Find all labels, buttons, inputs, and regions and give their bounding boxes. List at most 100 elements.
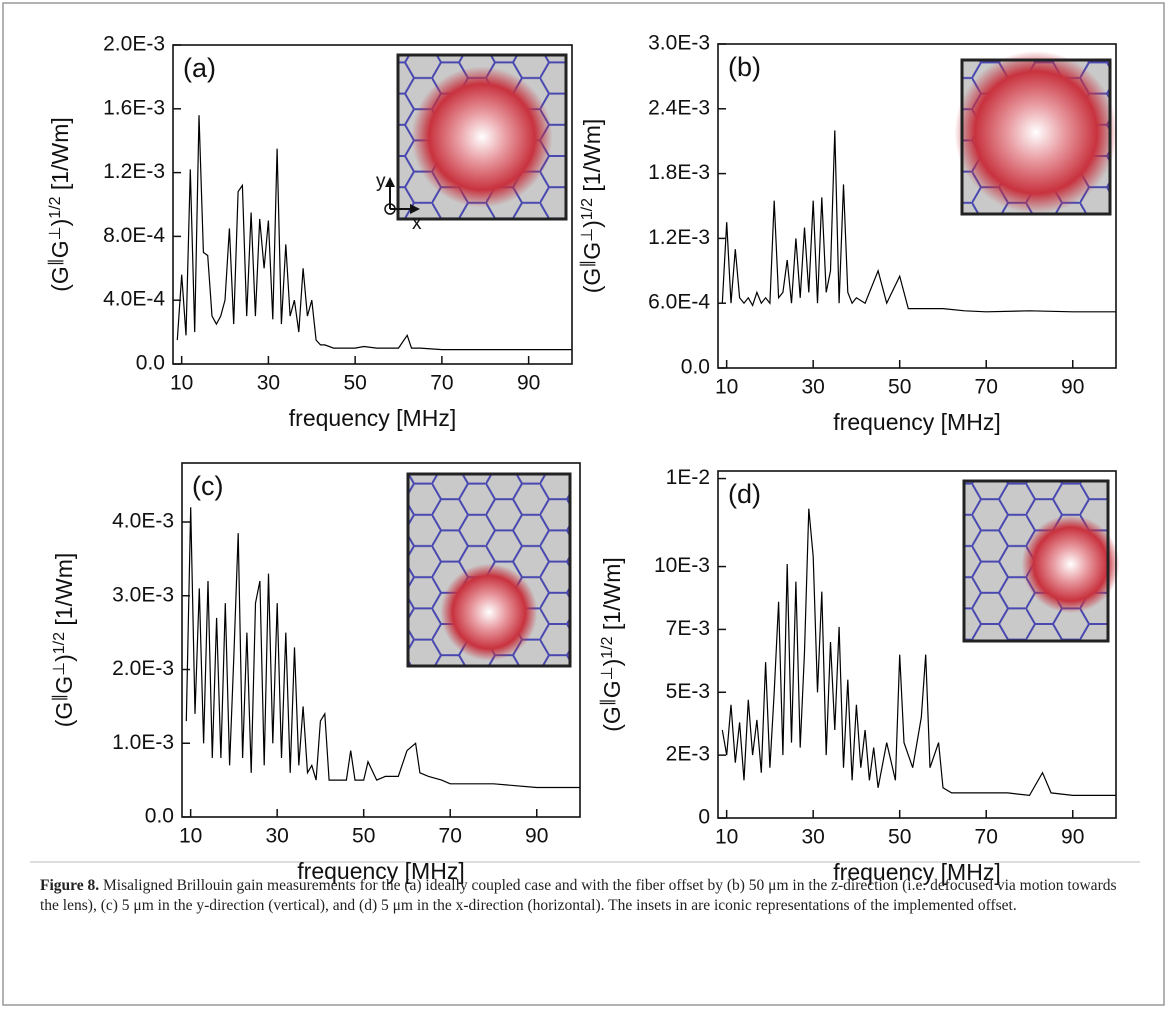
y-axis-label-part: ⊥ [47,226,64,240]
y-axis-label-part: ) [579,220,605,228]
y-axis-label-part: (G [579,268,605,294]
panel-label: (a) [183,53,216,83]
y-tick-label: 1.2E-3 [648,226,710,249]
inset: yx [376,53,568,234]
y-axis-label-part: ⊥ [579,228,596,242]
y-tick-label: 3.0E-3 [112,583,174,606]
y-tick-label: 2.4E-3 [648,96,710,119]
axis-icon-label: x [412,213,422,234]
x-tick-label: 10 [179,825,202,848]
plot-frame [717,43,1117,369]
panel-label: (d) [728,479,761,509]
y-tick-label: 2.0E-3 [112,657,174,680]
inset-spot [1021,515,1120,614]
x-tick-label: 70 [975,826,998,849]
x-tick-label: 30 [257,372,280,395]
data-line [176,115,572,351]
inset [954,50,1118,216]
y-axis-label-part: 1/2 [47,196,64,218]
y-axis-label-part: (G [599,706,625,732]
inset-frame [406,472,572,668]
y-axis-label-part: G [51,676,77,694]
x-tick-label: 70 [430,372,453,395]
data-line [721,508,1116,797]
y-axis-label-part: ∥ [47,258,64,266]
x-tick-label: 30 [265,825,288,848]
axis-icon-label: y [376,171,386,192]
y-axis-label-part: [1/Wm] [579,119,605,198]
x-tick-label: 90 [525,825,548,848]
axis-icon-x-head [410,204,420,214]
x-axis-label: frequency [MHz] [833,859,1000,885]
y-axis-label-part: [1/Wm] [599,557,625,636]
y-tick-label: 4.0E-4 [103,288,165,311]
y-tick-label: 1E-2 [666,466,710,489]
x-tick-label: 10 [170,372,193,395]
x-tick-label: 90 [517,372,540,395]
panel-label: (b) [728,52,761,82]
x-tick-label: 50 [888,826,911,849]
panel-label: (c) [192,471,223,501]
x-tick-label: 30 [801,376,824,399]
x-tick-label: 70 [975,376,998,399]
y-tick-label: 2.0E-3 [103,33,165,56]
x-tick-label: 50 [352,825,375,848]
data-line [721,130,1116,313]
inset-spot [440,563,538,661]
inset [406,472,572,668]
y-axis-label-part: 1/2 [579,198,596,220]
axis-icon-y-head [385,177,395,187]
y-axis-label-part: ) [47,219,73,227]
panel: 0.0 6.0E-4 1.2E-3 1.8E-3 2.4E-3 3.0E-3 10 30 50 7… [579,32,1118,435]
y-axis-label-part: 1/2 [51,632,68,654]
inset-spot [954,50,1118,214]
y-tick-label: 1.8E-3 [648,161,710,184]
y-axis-label: (G∥G⊥)1/2 [1/Wm] [579,119,606,294]
y-axis-label: (G∥G⊥)1/2 [1/Wm] [599,557,626,732]
y-axis-label: (G∥G⊥)1/2 [1/Wm] [47,117,74,292]
y-tick-label: 0.0 [136,352,165,375]
data-line [185,507,580,789]
y-axis-label-part: ⊥ [51,662,68,676]
y-tick-label: 6.0E-4 [648,291,710,314]
y-tick-label: 5E-3 [666,680,710,703]
y-axis-label-part: [1/Wm] [47,117,73,196]
x-tick-label: 90 [1061,826,1084,849]
y-axis-label-part: ∥ [579,260,596,268]
y-tick-label: 1.0E-3 [112,731,174,754]
y-tick-label: 8.0E-4 [103,224,165,247]
plot-frame [172,44,573,365]
caption-label: Figure 8. [40,877,100,894]
x-axis-label: frequency [MHz] [289,405,456,431]
y-tick-label: 0.0 [145,805,174,828]
inset-frame [960,58,1112,216]
inset-spot [411,66,553,208]
y-tick-label: 2E-3 [666,743,710,766]
y-tick-label: 4.0E-3 [112,510,174,533]
y-axis-label: (G∥G⊥)1/2 [1/Wm] [51,553,78,728]
y-tick-label: 0 [698,806,710,829]
x-tick-label: 10 [715,826,738,849]
caption: Figure 8. Misaligned Brillouin gain meas… [40,876,1130,916]
y-tick-label: 1.2E-3 [103,160,165,183]
y-axis-label-part: (G [51,702,77,728]
x-tick-label: 70 [439,825,462,848]
y-axis-label-part: ) [599,659,625,667]
panel: 0.0 1.0E-3 2.0E-3 3.0E-3 4.0E-3 10 30 50 70 90 (c)… [51,462,581,884]
y-tick-label: 3.0E-3 [648,32,710,55]
y-axis-label-part: G [47,240,73,258]
x-tick-label: 50 [343,372,366,395]
y-axis-label-part: (G [47,266,73,292]
caption-text: Misaligned Brillouin gain measurements f… [40,877,1117,914]
x-axis-label: frequency [MHz] [833,409,1000,435]
x-axis-label: frequency [MHz] [297,858,464,884]
x-tick-label: 50 [888,376,911,399]
y-axis-label-part: G [599,680,625,698]
plot-frame [181,462,581,818]
y-axis-label-part: 1/2 [599,636,616,658]
y-tick-label: 10E-3 [654,554,710,577]
y-tick-label: 1.6E-3 [103,96,165,119]
